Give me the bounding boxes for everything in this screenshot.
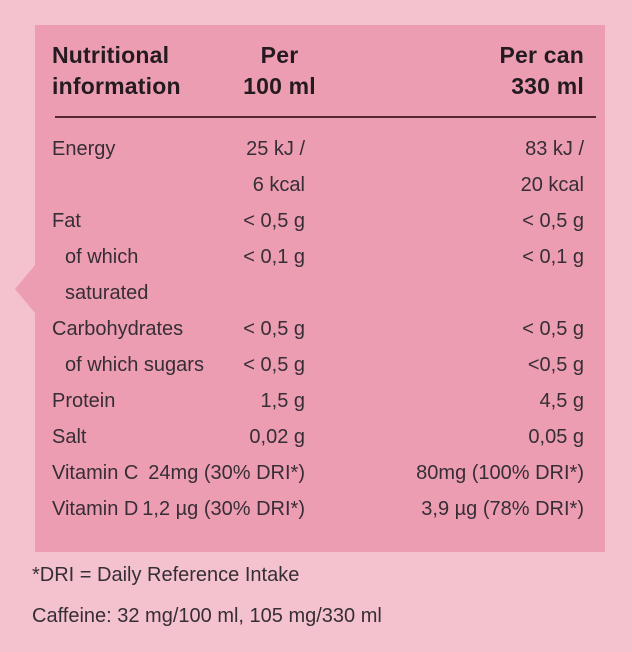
row-label: Vitamin C <box>52 462 139 484</box>
row-value-per-100ml: 1,5 g <box>260 390 305 412</box>
table-body: Energy 25 kJ / 83 kJ / 6 kcal 20 kcal Fa… <box>52 131 584 527</box>
row-value-per-can: < 0,5 g <box>522 318 584 340</box>
header-nutritional-information: Nutritional information <box>52 40 202 102</box>
row-value-per-100ml: 6 kcal <box>252 174 305 196</box>
row-value-per-can: 4,5 g <box>539 390 584 412</box>
speech-bubble-tail-icon <box>15 265 35 313</box>
row-label: Carbohydrates <box>52 318 184 340</box>
table-row-saturated: saturated <box>52 275 584 311</box>
table-header: Nutritional information Per 100 ml Per c… <box>52 40 584 102</box>
dri-footnote: *DRI = Daily Reference Intake <box>32 564 300 586</box>
table-row-protein: Protein 1,5 g 4,5 g <box>52 383 584 419</box>
row-label: Salt <box>52 426 87 448</box>
row-value-per-can: < 0,1 g <box>522 246 584 268</box>
row-value-per-can: 0,05 g <box>528 426 584 448</box>
header-col3-line2: 330 ml <box>511 73 584 99</box>
row-label: Energy <box>52 138 116 160</box>
row-value-per-100ml: 1,2 µg (30% DRI*) <box>142 498 305 520</box>
row-value-per-100ml: < 0,5 g <box>243 354 305 376</box>
header-col2-line2: 100 ml <box>243 73 316 99</box>
header-col2-line1: Per <box>260 42 299 68</box>
row-value-per-100ml: 24mg (30% DRI*) <box>148 462 305 484</box>
header-col1-line1: Nutritional <box>52 42 170 68</box>
row-value-per-100ml: < 0,5 g <box>243 318 305 340</box>
row-value-per-100ml: 25 kJ / <box>246 138 305 160</box>
row-value-per-can: 83 kJ / <box>525 138 584 160</box>
row-value-per-can: <0,5 g <box>527 354 584 376</box>
table-row-salt: Salt 0,02 g 0,05 g <box>52 419 584 455</box>
nutrition-facts-card: Nutritional information Per 100 ml Per c… <box>35 25 605 552</box>
table-row-fat: Fat < 0,5 g < 0,5 g <box>52 203 584 239</box>
row-label: Fat <box>52 210 81 232</box>
table-row-carbohydrates: Carbohydrates < 0,5 g < 0,5 g <box>52 311 584 347</box>
row-value-per-100ml: < 0,1 g <box>243 246 305 268</box>
row-label: Vitamin D <box>52 498 139 520</box>
row-label: Protein <box>52 390 116 412</box>
table-row-energy-kcal: 6 kcal 20 kcal <box>52 167 584 203</box>
row-value-per-100ml: 0,02 g <box>249 426 305 448</box>
row-value-per-can: 80mg (100% DRI*) <box>416 462 584 484</box>
header-col1-line2: information <box>52 73 181 99</box>
header-col3-line1: Per can <box>499 42 584 68</box>
table-row-vitamin-c: Vitamin C 24mg (30% DRI*) 80mg (100% DRI… <box>52 455 584 491</box>
header-per-100ml: Per 100 ml <box>202 40 357 102</box>
header-per-can-330ml: Per can 330 ml <box>357 40 584 102</box>
table-row-of-which-sugars: of which sugars < 0,5 g <0,5 g <box>52 347 584 383</box>
header-divider <box>55 116 596 118</box>
row-value-per-can <box>305 275 584 311</box>
row-value-per-can: 20 kcal <box>520 174 584 196</box>
row-label: saturated <box>65 282 149 304</box>
table-row-energy: Energy 25 kJ / 83 kJ / <box>52 131 584 167</box>
row-value-per-100ml: < 0,5 g <box>243 210 305 232</box>
row-value-per-can: 3,9 µg (78% DRI*) <box>421 498 584 520</box>
row-value-per-can: < 0,5 g <box>522 210 584 232</box>
caffeine-footnote: Caffeine: 32 mg/100 ml, 105 mg/330 ml <box>32 605 382 627</box>
row-label: of which sugars <box>65 354 204 376</box>
table-row-of-which: of which < 0,1 g < 0,1 g <box>52 239 584 275</box>
table-row-vitamin-d: Vitamin D 1,2 µg (30% DRI*) 3,9 µg (78% … <box>52 491 584 527</box>
row-label: of which <box>65 246 139 268</box>
footnotes: *DRI = Daily Reference Intake Caffeine: … <box>32 563 382 645</box>
